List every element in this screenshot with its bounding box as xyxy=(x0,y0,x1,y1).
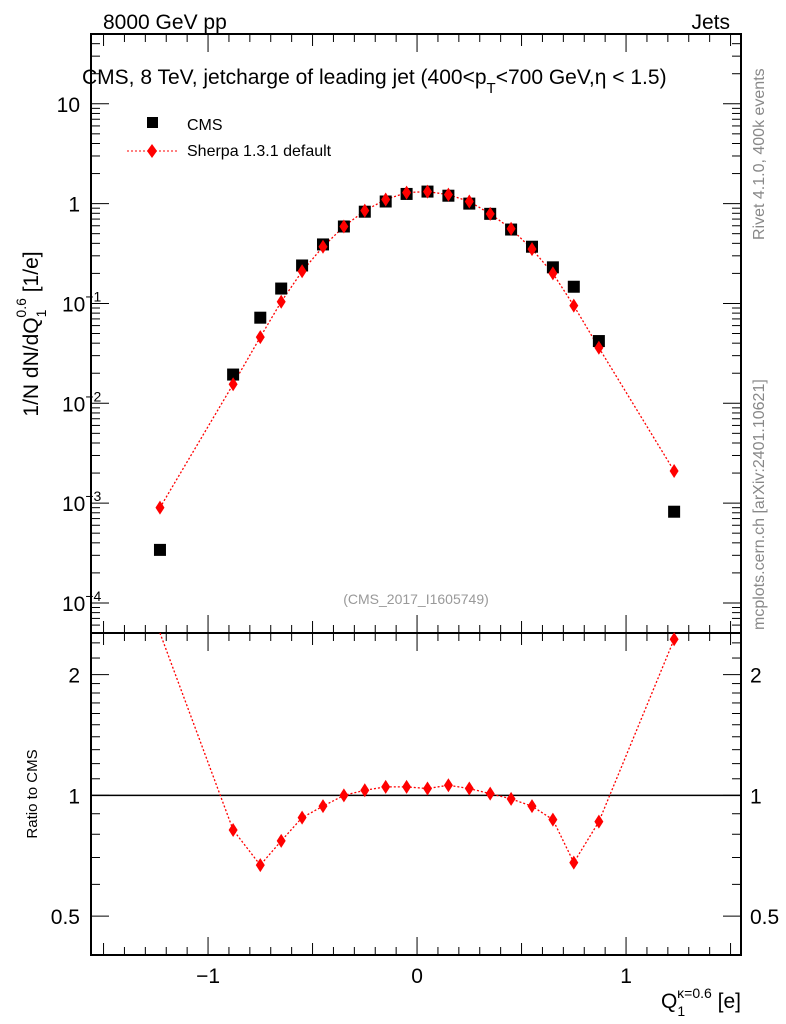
sherpa-point xyxy=(318,239,328,254)
ratio-tick-label: 0.5 xyxy=(51,906,80,929)
y-tick-label: 10−3 xyxy=(62,488,102,516)
sherpa-point xyxy=(506,221,516,236)
cms-point xyxy=(254,311,267,324)
header-left: 8000 GeV pp xyxy=(103,11,227,34)
sherpa-point xyxy=(255,330,265,345)
legend-marker-sherpa xyxy=(147,144,157,158)
sherpa-ratio-point xyxy=(228,822,238,837)
legend-label-sherpa: Sherpa 1.3.1 default xyxy=(187,143,332,160)
sherpa-point xyxy=(422,184,432,199)
sherpa-point xyxy=(297,264,307,279)
sherpa-ratio-point xyxy=(422,781,432,796)
cms-point xyxy=(567,280,580,293)
legend-marker-cms xyxy=(147,117,158,128)
y-tick-label: 10 xyxy=(57,94,80,117)
sherpa-ratio-point xyxy=(339,788,349,803)
x-tick-label: 1 xyxy=(620,965,632,988)
sherpa-ratio-point xyxy=(485,786,495,801)
rivet-version-text: Rivet 4.1.0, 400k events xyxy=(751,68,768,240)
sherpa-ratio-point xyxy=(506,791,516,806)
sherpa-point xyxy=(228,377,238,392)
sherpa-ratio-point xyxy=(360,783,370,798)
y-tick-label: 10−2 xyxy=(62,388,102,416)
sherpa-ratio-point xyxy=(381,779,391,794)
sherpa-ratio-point xyxy=(569,855,579,870)
ratio-tick-label: 2 xyxy=(68,665,80,688)
chart-title: CMS, 8 TeV, jetcharge of leading jet (40… xyxy=(82,66,667,97)
sherpa-point xyxy=(381,192,391,207)
y-tick-label: 10−1 xyxy=(62,288,102,316)
cms-point xyxy=(668,505,681,518)
ratio-y-axis-label: Ratio to CMS xyxy=(24,749,41,838)
sherpa-ratio-point xyxy=(548,812,558,827)
sherpa-ratio-point xyxy=(464,781,474,796)
sherpa-point xyxy=(527,242,537,257)
x-tick-label: −1 xyxy=(196,965,220,988)
sherpa-point xyxy=(548,266,558,281)
sherpa-ratio-line xyxy=(159,632,675,867)
sherpa-ratio-point xyxy=(443,778,453,793)
sherpa-point xyxy=(155,500,165,515)
y-tick-label: 1 xyxy=(68,194,80,217)
cms-point xyxy=(275,282,288,295)
sherpa-point xyxy=(569,298,579,313)
x-axis-label: Q1κ=0.6 [e] xyxy=(661,985,741,1019)
sherpa-point xyxy=(360,203,370,218)
sherpa-point xyxy=(276,294,286,309)
y-axis-label: 1/N dN/dQ10.6 [1/e] xyxy=(13,251,49,416)
sherpa-ratio-point xyxy=(669,632,679,647)
sherpa-line xyxy=(159,190,675,509)
ratio-tick-label-right: 1 xyxy=(750,785,762,808)
sherpa-ratio-point xyxy=(318,799,328,814)
ratio-tick-label-right: 0.5 xyxy=(750,906,779,929)
sherpa-ratio-point xyxy=(594,814,604,829)
legend-label-cms: CMS xyxy=(187,117,223,134)
sherpa-ratio-point xyxy=(297,810,307,825)
ratio-frame xyxy=(90,632,742,956)
ratio-tick-label-right: 2 xyxy=(750,665,762,688)
sherpa-point xyxy=(485,206,495,221)
header-right: Jets xyxy=(691,11,730,34)
cms-point xyxy=(153,543,166,556)
sherpa-ratio-point xyxy=(402,779,412,794)
sherpa-point xyxy=(339,219,349,234)
sherpa-point xyxy=(669,463,679,478)
mcplots-source-text: mcplots.cern.ch [arXiv:2401.10621] xyxy=(751,379,768,630)
sherpa-point xyxy=(464,194,474,209)
cms-point xyxy=(227,368,240,381)
legend: CMS Sherpa 1.3.1 default xyxy=(127,117,332,160)
sherpa-point xyxy=(402,185,412,200)
sherpa-point xyxy=(443,187,453,202)
sherpa-ratio-point xyxy=(255,858,265,873)
sherpa-point xyxy=(594,340,604,355)
ratio-tick-label: 1 xyxy=(68,785,80,808)
y-tick-label: 10−4 xyxy=(62,588,102,616)
sherpa-ratio-point xyxy=(276,833,286,848)
analysis-id: (CMS_2017_I1605749) xyxy=(343,591,489,607)
sherpa-ratio-point xyxy=(527,799,537,814)
x-tick-label: 0 xyxy=(411,965,423,988)
